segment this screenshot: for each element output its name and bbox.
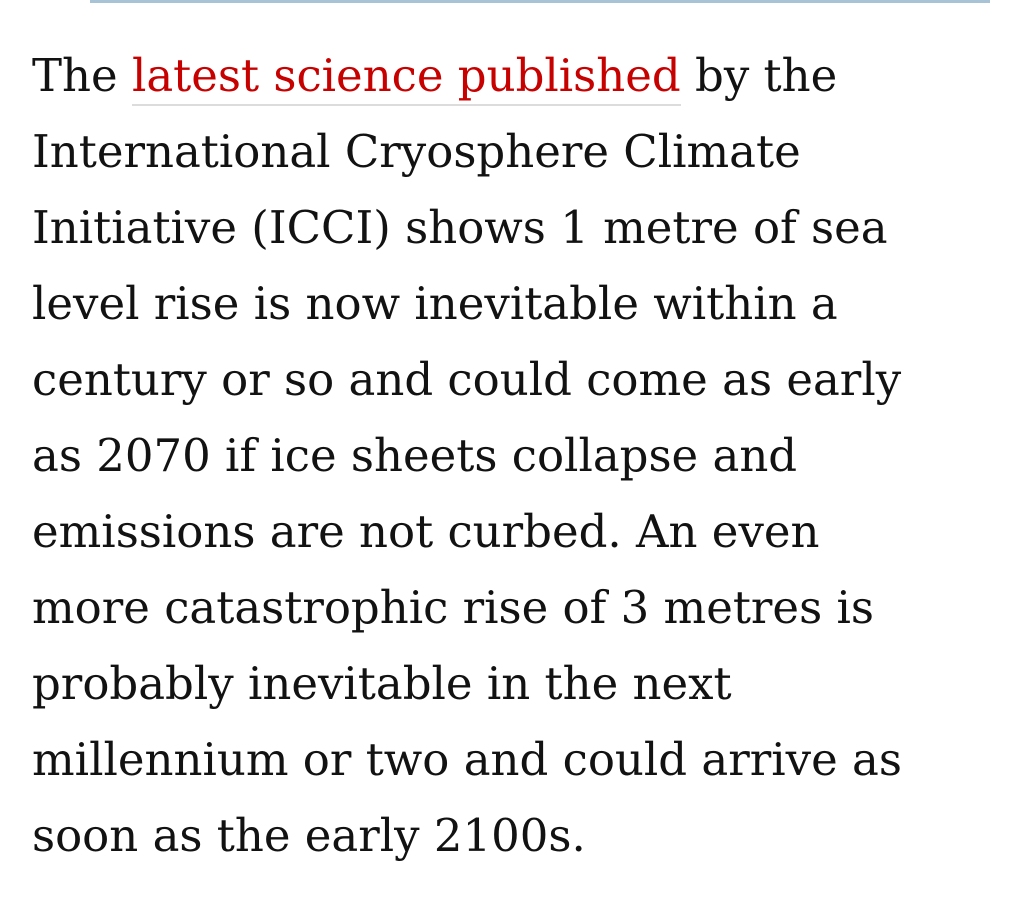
text-line: emissions are not curbed. An even <box>32 505 820 558</box>
text-line: more catastrophic rise of 3 metres is <box>32 581 874 634</box>
text-line: as 2070 if ice sheets collapse and <box>32 429 798 482</box>
article-link[interactable]: latest science published <box>131 49 681 106</box>
text: by the <box>695 49 838 102</box>
text-line: International Cryosphere Climate <box>32 125 801 178</box>
article-paragraph: The latest science published by the Inte… <box>32 38 1022 874</box>
text-line: millennium or two and could arrive as <box>32 733 902 786</box>
text-line: soon as the early 2100s. <box>32 809 586 862</box>
text-line: The latest science published by the <box>32 38 1022 114</box>
top-rule <box>90 0 990 3</box>
text-line: Initiative (ICCI) shows 1 metre of sea <box>32 201 888 254</box>
text-line: century or so and could come as early <box>32 353 902 406</box>
text: The <box>32 49 118 102</box>
text-line: probably inevitable in the next <box>32 657 732 710</box>
text-line: level rise is now inevitable within a <box>32 277 838 330</box>
